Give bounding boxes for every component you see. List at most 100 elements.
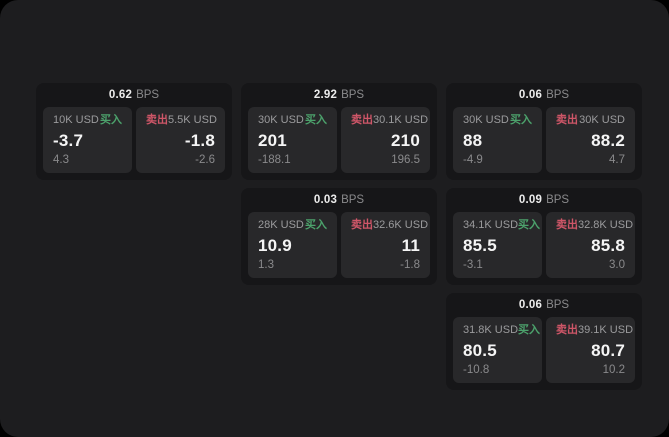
buy-sub: -188.1: [258, 154, 291, 166]
bps-unit: BPS: [546, 89, 570, 101]
bps-value: 0.09: [518, 194, 543, 206]
buy-value: 201: [258, 130, 287, 150]
buy-sub: 4.3: [53, 154, 69, 166]
buy-amount: 31.8K USD: [463, 324, 519, 336]
sell-panel[interactable]: 卖出 5.5K USD -1.8 -2.6: [136, 107, 225, 173]
buy-value: 10.9: [258, 235, 292, 255]
sell-panel[interactable]: 卖出 39.1K USD 80.7 10.2: [546, 317, 635, 383]
buy-panel-top: 10K USD 买入: [53, 114, 122, 127]
bps-unit: BPS: [341, 194, 365, 206]
sell-sub: 4.7: [609, 154, 625, 166]
buy-value: 85.5: [463, 235, 497, 255]
sell-amount: 32.8K USD: [578, 219, 634, 231]
sell-sub: -2.6: [195, 154, 215, 166]
card-header: 2.92 BPS: [248, 83, 430, 107]
buy-tag: 买入: [305, 219, 327, 231]
sell-tag: 卖出: [351, 114, 373, 126]
sell-tag: 卖出: [556, 324, 578, 336]
sell-panel[interactable]: 卖出 30K USD 88.2 4.7: [546, 107, 635, 173]
card-header: 0.62 BPS: [43, 83, 225, 107]
sell-panel-top: 卖出 30K USD: [556, 114, 625, 127]
bps-value: 0.62: [108, 89, 133, 101]
bps-unit: BPS: [546, 299, 570, 311]
card-body: 30K USD 买入 88 -4.9 卖出 30K USD 88.2 4.7: [453, 107, 635, 173]
sell-amount: 32.6K USD: [373, 219, 429, 231]
buy-panel-top: 30K USD 买入: [258, 114, 327, 127]
buy-tag: 买入: [100, 114, 122, 126]
sell-sub: 196.5: [391, 154, 420, 166]
sell-sub: -1.8: [400, 259, 420, 271]
bps-value: 0.06: [518, 89, 543, 101]
quote-grid: 0.62 BPS 10K USD 买入 -3.7 4.3 卖出 5.5K USD…: [36, 83, 642, 390]
card-body: 10K USD 买入 -3.7 4.3 卖出 5.5K USD -1.8 -2.…: [43, 107, 225, 173]
sell-panel[interactable]: 卖出 30.1K USD 210 196.5: [341, 107, 430, 173]
sell-value: 11: [401, 235, 420, 255]
sell-value: 88.2: [591, 130, 625, 150]
sell-amount: 5.5K USD: [168, 114, 217, 126]
card-body: 34.1K USD 买入 85.5 -3.1 卖出 32.8K USD 85.8…: [453, 212, 635, 278]
buy-sub: -10.8: [463, 364, 490, 376]
buy-sub: -3.1: [463, 259, 483, 271]
bps-value: 2.92: [313, 89, 338, 101]
quote-card: 0.06 BPS 31.8K USD 买入 80.5 -10.8 卖出 39.1…: [446, 293, 642, 390]
sell-panel-top: 卖出 32.6K USD: [351, 219, 428, 232]
bps-unit: BPS: [546, 194, 570, 206]
buy-amount: 34.1K USD: [463, 219, 519, 231]
buy-panel[interactable]: 30K USD 买入 88 -4.9: [453, 107, 542, 173]
quote-card: 0.06 BPS 30K USD 买入 88 -4.9 卖出 30K USD 8…: [446, 83, 642, 180]
sell-tag: 卖出: [556, 219, 578, 231]
card-body: 30K USD 买入 201 -188.1 卖出 30.1K USD 210 1…: [248, 107, 430, 173]
bps-value: 0.03: [313, 194, 338, 206]
sell-panel-top: 卖出 32.8K USD: [556, 219, 633, 232]
sell-panel[interactable]: 卖出 32.6K USD 11 -1.8: [341, 212, 430, 278]
sell-value: 85.8: [591, 235, 625, 255]
buy-amount: 30K USD: [463, 114, 509, 126]
sell-value: -1.8: [184, 130, 215, 150]
buy-amount: 28K USD: [258, 219, 304, 231]
buy-panel-top: 31.8K USD 买入: [463, 324, 540, 337]
sell-value: 80.7: [591, 340, 625, 360]
buy-panel[interactable]: 34.1K USD 买入 85.5 -3.1: [453, 212, 542, 278]
buy-amount: 10K USD: [53, 114, 99, 126]
buy-value: -3.7: [53, 130, 84, 150]
sell-sub: 3.0: [609, 259, 625, 271]
quote-card: 2.92 BPS 30K USD 买入 201 -188.1 卖出 30.1K …: [241, 83, 437, 180]
sell-amount: 39.1K USD: [578, 324, 634, 336]
card-body: 28K USD 买入 10.9 1.3 卖出 32.6K USD 11 -1.8: [248, 212, 430, 278]
buy-panel[interactable]: 28K USD 买入 10.9 1.3: [248, 212, 337, 278]
buy-sub: 1.3: [258, 259, 274, 271]
sell-panel-top: 卖出 5.5K USD: [146, 114, 217, 127]
bps-value: 0.06: [518, 299, 543, 311]
buy-panel[interactable]: 10K USD 买入 -3.7 4.3: [43, 107, 132, 173]
sell-tag: 卖出: [556, 114, 578, 126]
card-body: 31.8K USD 买入 80.5 -10.8 卖出 39.1K USD 80.…: [453, 317, 635, 383]
buy-tag: 买入: [305, 114, 327, 126]
quote-card: 0.03 BPS 28K USD 买入 10.9 1.3 卖出 32.6K US…: [241, 188, 437, 285]
buy-tag: 买入: [518, 219, 541, 231]
sell-amount: 30K USD: [579, 114, 625, 126]
card-header: 0.06 BPS: [453, 83, 635, 107]
bps-unit: BPS: [341, 89, 365, 101]
buy-panel-top: 34.1K USD 买入: [463, 219, 540, 232]
card-header: 0.03 BPS: [248, 188, 430, 212]
buy-amount: 30K USD: [258, 114, 304, 126]
quote-card: 0.62 BPS 10K USD 买入 -3.7 4.3 卖出 5.5K USD…: [36, 83, 232, 180]
bps-unit: BPS: [136, 89, 160, 101]
buy-value: 80.5: [463, 340, 497, 360]
buy-panel[interactable]: 31.8K USD 买入 80.5 -10.8: [453, 317, 542, 383]
sell-tag: 卖出: [146, 114, 168, 126]
buy-panel-top: 28K USD 买入: [258, 219, 327, 232]
card-header: 0.06 BPS: [453, 293, 635, 317]
buy-tag: 买入: [518, 324, 541, 336]
sell-tag: 卖出: [351, 219, 373, 231]
sell-panel-top: 卖出 39.1K USD: [556, 324, 633, 337]
buy-panel[interactable]: 30K USD 买入 201 -188.1: [248, 107, 337, 173]
sell-amount: 30.1K USD: [373, 114, 429, 126]
buy-panel-top: 30K USD 买入: [463, 114, 532, 127]
sell-value: 210: [391, 130, 420, 150]
buy-sub: -4.9: [463, 154, 483, 166]
card-header: 0.09 BPS: [453, 188, 635, 212]
buy-value: 88: [463, 130, 483, 150]
sell-panel[interactable]: 卖出 32.8K USD 85.8 3.0: [546, 212, 635, 278]
